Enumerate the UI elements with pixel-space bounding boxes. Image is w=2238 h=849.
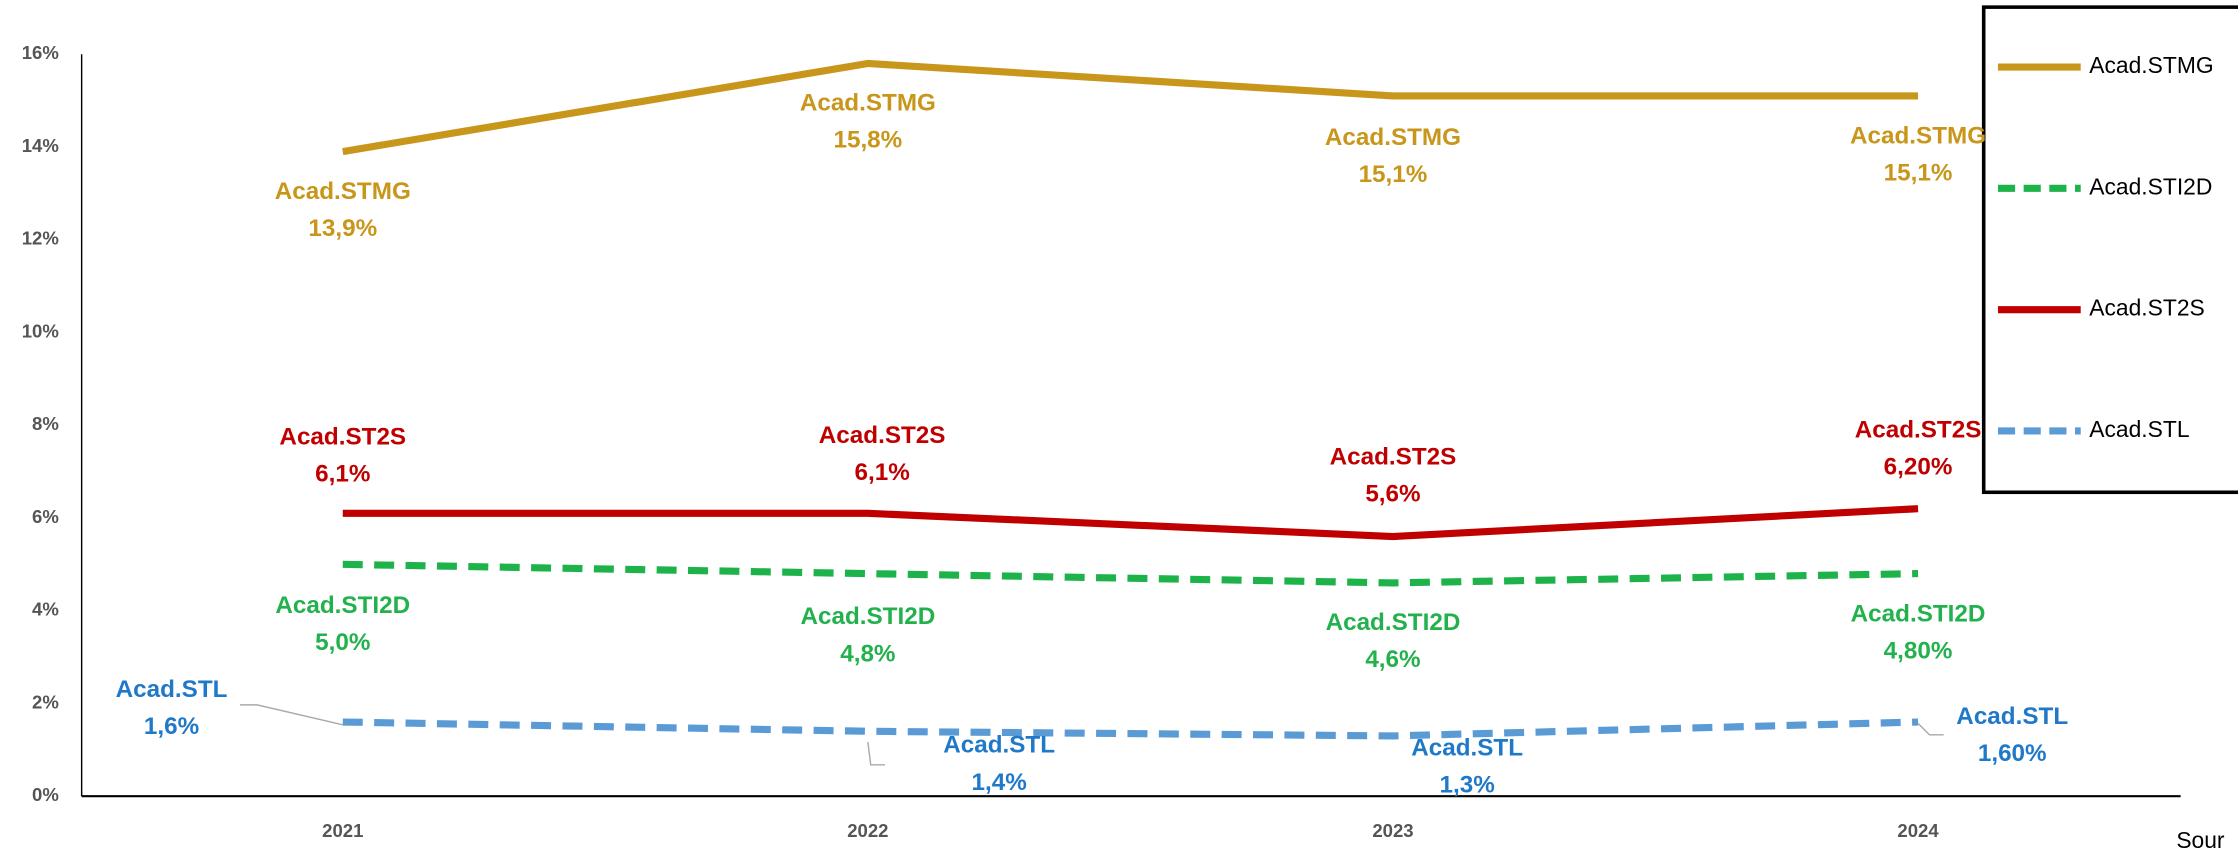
data-label-name: Acad.STI2D xyxy=(1851,600,1986,627)
data-label-name: Acad.ST2S xyxy=(819,422,946,449)
data-label: 4,6% xyxy=(1365,646,1420,673)
legend-box xyxy=(1981,5,2238,495)
data-label: 15,1% xyxy=(1359,161,1428,188)
data-label: 1,3% xyxy=(1440,772,1495,799)
data-label-name: Acad.STL xyxy=(943,732,1055,759)
data-label-name: Acad.STMG xyxy=(1325,124,1461,151)
data-label-name: Acad.STI2D xyxy=(800,603,935,630)
x-tick-label: 2022 xyxy=(847,820,888,841)
leader-line xyxy=(867,741,885,766)
data-label-name: Acad.STL xyxy=(116,676,228,703)
legend-label: Acad.STL xyxy=(2089,416,2189,442)
data-label-name: Acad.ST2S xyxy=(1855,416,1982,443)
leader-line xyxy=(1917,722,1944,736)
data-label-name: Acad.STL xyxy=(1956,703,2068,730)
data-label-name: Acad.ST2S xyxy=(1330,443,1457,470)
data-label-name: Acad.STMG xyxy=(800,90,936,117)
data-label-name: Acad.STMG xyxy=(275,178,411,205)
y-tick-label: 16% xyxy=(22,42,59,63)
series-line xyxy=(342,505,1919,541)
data-label: 5,0% xyxy=(315,629,370,656)
series-line xyxy=(342,560,1919,587)
data-label: 1,4% xyxy=(972,769,1027,796)
data-label: 5,6% xyxy=(1365,481,1420,508)
series-line xyxy=(342,59,1919,156)
data-label: 15,8% xyxy=(833,127,902,154)
legend-label: Acad.STI2D xyxy=(2089,173,2212,199)
data-label-name: Acad.STI2D xyxy=(275,592,410,619)
legend-label: Acad.STMG xyxy=(2089,52,2213,78)
x-tick-label: 2021 xyxy=(322,820,363,841)
data-label-name: Acad.STMG xyxy=(1850,122,1986,149)
y-tick-label: 8% xyxy=(32,413,59,434)
data-label-name: Acad.STI2D xyxy=(1326,609,1461,636)
y-tick-label: 10% xyxy=(22,320,59,341)
source-note: Sour xyxy=(2176,827,2225,849)
data-label: 6,1% xyxy=(315,461,370,488)
data-label: 15,1% xyxy=(1884,159,1953,186)
data-label-name: Acad.ST2S xyxy=(279,423,406,450)
legend-label: Acad.ST2S xyxy=(2089,295,2204,321)
y-tick-label: 12% xyxy=(22,228,59,249)
x-tick-label: 2023 xyxy=(1372,820,1413,841)
data-label-name: Acad.STL xyxy=(1411,735,1523,762)
y-tick-label: 0% xyxy=(32,784,59,805)
data-label: 6,20% xyxy=(1884,453,1953,480)
y-tick-label: 6% xyxy=(32,506,59,527)
data-label: 4,8% xyxy=(840,640,895,667)
data-label: 6,1% xyxy=(854,459,909,486)
x-tick-label: 2024 xyxy=(1897,820,1939,841)
data-label: 1,60% xyxy=(1978,740,2047,767)
leader-line xyxy=(240,704,343,726)
data-label: 13,9% xyxy=(308,215,377,242)
y-tick-label: 14% xyxy=(22,135,59,156)
y-tick-label: 2% xyxy=(32,691,59,712)
data-label: 1,6% xyxy=(144,713,199,740)
y-tick-label: 4% xyxy=(32,599,59,620)
series-line xyxy=(342,718,1919,740)
data-label: 4,80% xyxy=(1884,637,1953,664)
